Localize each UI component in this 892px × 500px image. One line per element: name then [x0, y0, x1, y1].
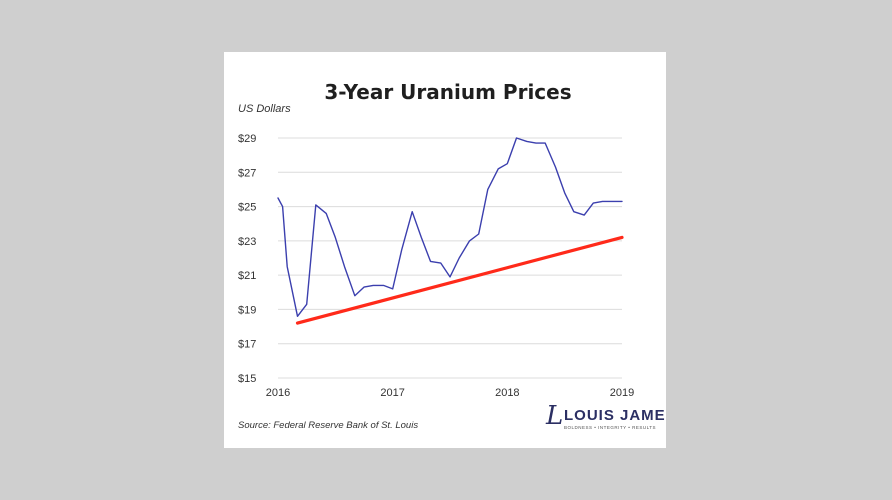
x-tick-label: 2019 [610, 387, 634, 399]
louis-james-logo: L LOUIS JAMES BOLDNESS • INTEGRITY • RES… [545, 401, 666, 431]
y-tick-label: $17 [238, 339, 256, 351]
logo-tagline: BOLDNESS • INTEGRITY • RESULTS [564, 425, 656, 430]
chart-card: 3-Year Uranium Prices US Dollars $15 $17 $… [224, 52, 666, 448]
y-tick-label: $21 [238, 270, 256, 282]
trend-line [295, 235, 624, 325]
y-tick-label: $23 [238, 236, 256, 248]
y-tick-label: $25 [238, 202, 256, 214]
y-axis-label: US Dollars [238, 103, 291, 115]
chart-title: 3-Year Uranium Prices [324, 80, 571, 104]
x-tick-labels: 2016 2017 2018 2019 [266, 387, 634, 399]
x-tick-label: 2017 [380, 387, 404, 399]
y-tick-label: $15 [238, 373, 256, 385]
grid-lines [278, 137, 622, 379]
series-group [277, 137, 624, 325]
price-series-line [277, 137, 623, 317]
logo-name: LOUIS JAMES [564, 407, 666, 424]
x-tick-label: 2016 [266, 387, 290, 399]
y-tick-label: $19 [238, 304, 256, 316]
logo-glyph: L [545, 401, 563, 431]
x-tick-label: 2018 [495, 387, 519, 399]
source-note: Source: Federal Reserve Bank of St. Loui… [238, 420, 418, 431]
y-tick-labels: $15 $17 $19 $21 $23 $25 $27 $29 [238, 133, 256, 385]
y-tick-label: $27 [238, 167, 256, 179]
uranium-price-chart: 3-Year Uranium Prices US Dollars $15$17$… [238, 80, 666, 431]
y-tick-label: $29 [238, 133, 256, 145]
